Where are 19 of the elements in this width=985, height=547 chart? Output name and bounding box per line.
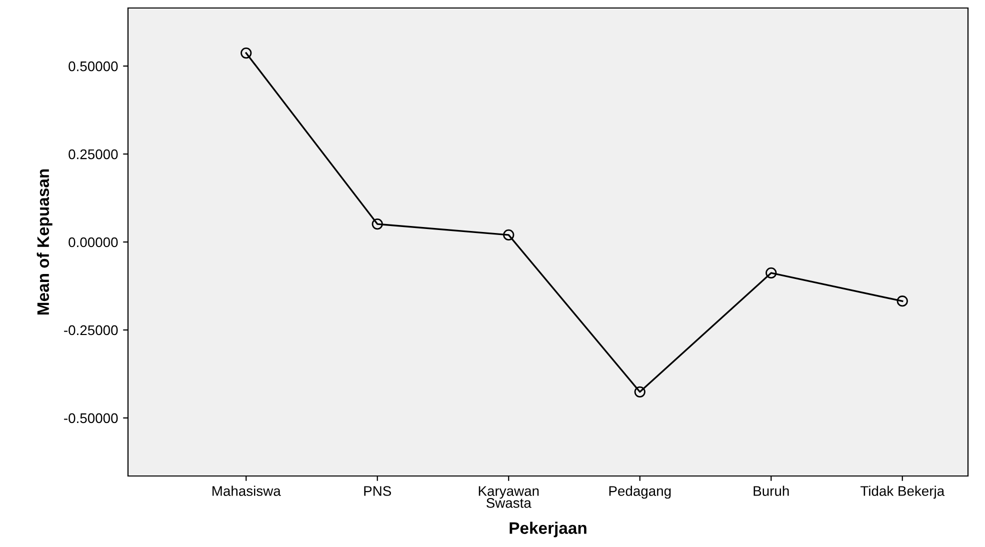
y-axis-title: Mean of Kepuasan <box>36 169 52 315</box>
x-tick-label: Karyawan Swasta <box>478 486 539 508</box>
x-tick-label: Pedagang <box>609 486 671 499</box>
point <box>240 47 252 59</box>
x-tick-label: PNS <box>364 486 392 496</box>
point <box>896 296 908 307</box>
y-tick-label: 0.25000 <box>68 149 118 160</box>
point <box>634 386 646 398</box>
x-tick-label: Buruh <box>754 486 789 496</box>
x-tick-label: Mahasiswa <box>212 486 281 496</box>
y-tick-label: 0.50000 <box>68 61 118 72</box>
y-tick-label: -0.50000 <box>64 413 118 424</box>
point <box>372 218 383 230</box>
point <box>503 229 514 241</box>
y-tick-label: 0.00000 <box>68 237 118 248</box>
x-axis-title: Pekerjaan <box>510 522 586 538</box>
x-tick-label: Tidak Bekerja <box>860 486 945 499</box>
y-tick-label: -0.25000 <box>64 325 118 336</box>
point <box>766 267 777 279</box>
